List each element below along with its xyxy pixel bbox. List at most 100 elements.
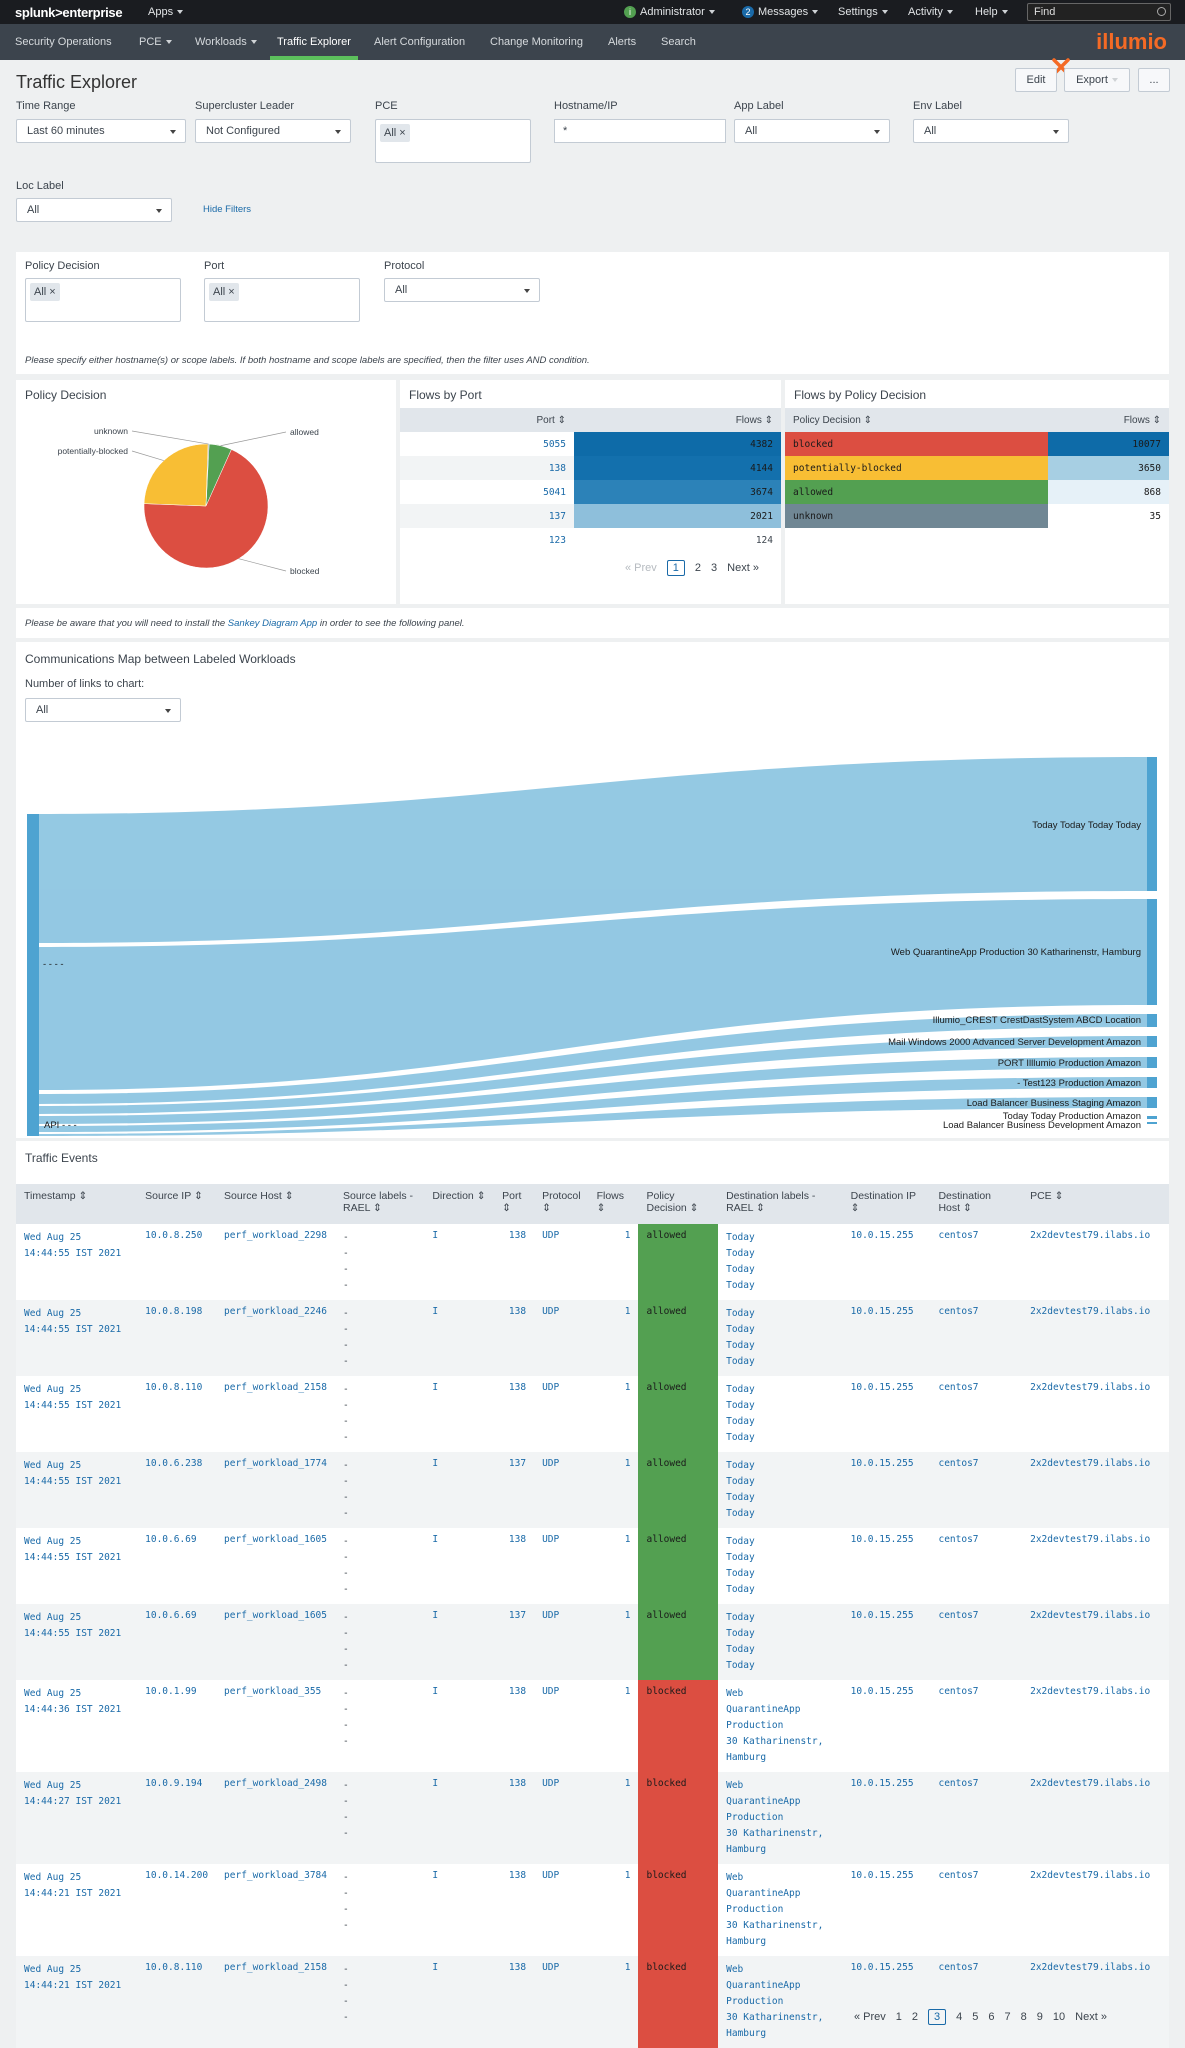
sankey-source-node[interactable] [27, 814, 39, 1136]
nav-search[interactable]: Search [661, 36, 696, 48]
loc-label-select[interactable]: All [16, 198, 172, 222]
pce-cell[interactable]: 2x2devtest79.ilabs.io [1022, 1300, 1169, 1376]
destination-host-cell[interactable]: centos7 [930, 1956, 1023, 2048]
sankey-target-node[interactable] [1147, 1097, 1157, 1108]
pager-page-2[interactable]: 2 [694, 562, 702, 574]
timestamp-cell[interactable]: Wed Aug 25 14:44:36 IST 2021 [16, 1680, 138, 1772]
more-button[interactable]: ... [1138, 68, 1170, 92]
policy-decision-cell[interactable]: blocked [638, 1864, 719, 1956]
column-header[interactable]: Policy Decision ⇕ [638, 1184, 719, 1224]
source-labels-cell[interactable]: ---- [335, 1376, 425, 1452]
pager-page-10[interactable]: 10 [1052, 2011, 1066, 2023]
pce-cell[interactable]: 2x2devtest79.ilabs.io [1022, 1528, 1169, 1604]
port-column-header[interactable]: Port ⇕ [400, 408, 574, 432]
source-ip-cell[interactable]: 10.0.14.200 [137, 1864, 217, 1956]
flows-cell[interactable]: 1 [588, 1864, 639, 1956]
destination-ip-cell[interactable]: 10.0.15.255 [842, 1604, 931, 1680]
direction-cell[interactable]: I [424, 1772, 495, 1864]
port-cell[interactable]: 138 [494, 1864, 535, 1956]
apps-menu[interactable]: Apps [148, 6, 183, 18]
source-labels-cell[interactable]: ---- [335, 1680, 425, 1772]
sankey-target-node[interactable] [1147, 1036, 1157, 1047]
direction-cell[interactable]: I [424, 1604, 495, 1680]
policy-decision-chip[interactable]: All × [30, 283, 60, 301]
source-ip-cell[interactable]: 10.0.9.194 [137, 1772, 217, 1864]
flows-cell[interactable]: 1 [588, 1772, 639, 1864]
find-input[interactable]: Find [1027, 3, 1171, 21]
table-row[interactable]: Wed Aug 25 14:44:55 IST 2021 10.0.6.69 perf… [16, 1604, 1169, 1680]
pager-page-6[interactable]: 6 [988, 2011, 995, 2023]
timestamp-cell[interactable]: Wed Aug 25 14:44:55 IST 2021 [16, 1376, 138, 1452]
nav-workloads[interactable]: Workloads [195, 36, 257, 48]
destination-labels-cell[interactable]: Today Today Today Today [718, 1376, 843, 1452]
table-row[interactable]: 137 2021 [400, 504, 781, 528]
table-row[interactable]: blocked 10077 [785, 432, 1169, 456]
direction-cell[interactable]: I [424, 1680, 495, 1772]
destination-ip-cell[interactable]: 10.0.15.255 [842, 1224, 931, 1300]
protocol-cell[interactable]: UDP [534, 1680, 589, 1772]
close-icon[interactable]: × [399, 127, 406, 139]
source-labels-cell[interactable]: ---- [335, 1864, 425, 1956]
settings-menu[interactable]: Settings [838, 6, 888, 18]
close-icon[interactable]: × [228, 286, 235, 298]
messages-menu[interactable]: 2 Messages [742, 6, 818, 19]
flows-cell[interactable]: 1 [588, 1604, 639, 1680]
source-host-cell[interactable]: perf_workload_3784 [216, 1864, 335, 1956]
pager-page-5[interactable]: 5 [972, 2011, 979, 2023]
pager-page-2[interactable]: 2 [911, 2011, 919, 2023]
direction-cell[interactable]: I [424, 1376, 495, 1452]
destination-host-cell[interactable]: centos7 [930, 1680, 1023, 1772]
splunk-logo[interactable]: splunk>enterprise [15, 5, 123, 20]
pce-cell[interactable]: 2x2devtest79.ilabs.io [1022, 1956, 1169, 2048]
column-header[interactable]: PCE ⇕ [1022, 1184, 1169, 1224]
source-host-cell[interactable]: perf_workload_1774 [216, 1452, 335, 1528]
table-row[interactable]: 5041 3674 [400, 480, 781, 504]
policy-decision-cell[interactable]: allowed [785, 480, 1048, 504]
pce-cell[interactable]: 2x2devtest79.ilabs.io [1022, 1376, 1169, 1452]
destination-host-cell[interactable]: centos7 [930, 1452, 1023, 1528]
destination-labels-cell[interactable]: Today Today Today Today [718, 1528, 843, 1604]
destination-ip-cell[interactable]: 10.0.15.255 [842, 1956, 931, 2048]
destination-ip-cell[interactable]: 10.0.15.255 [842, 1772, 931, 1864]
policy-decision-cell[interactable]: allowed [638, 1224, 719, 1300]
timestamp-cell[interactable]: Wed Aug 25 14:44:27 IST 2021 [16, 1772, 138, 1864]
source-ip-cell[interactable]: 10.0.8.198 [137, 1300, 217, 1376]
links-count-select[interactable]: All [25, 698, 181, 722]
pager-page-7[interactable]: 7 [1004, 2011, 1011, 2023]
direction-cell[interactable]: I [424, 1528, 495, 1604]
timestamp-cell[interactable]: Wed Aug 25 14:44:55 IST 2021 [16, 1300, 138, 1376]
administrator-menu[interactable]: i Administrator [624, 6, 715, 19]
port-cell[interactable]: 138 [494, 1956, 535, 2048]
sankey-target-node[interactable] [1147, 757, 1157, 891]
source-ip-cell[interactable]: 10.0.8.110 [137, 1376, 217, 1452]
destination-host-cell[interactable]: centos7 [930, 1224, 1023, 1300]
column-header[interactable]: Source labels - RAEL ⇕ [335, 1184, 425, 1224]
pce-chip[interactable]: All × [380, 124, 410, 142]
table-row[interactable]: Wed Aug 25 14:44:55 IST 2021 10.0.8.198 per… [16, 1300, 1169, 1376]
table-row[interactable]: Wed Aug 25 14:44:27 IST 2021 10.0.9.194 per… [16, 1772, 1169, 1864]
sankey-app-link[interactable]: Sankey Diagram App [227, 618, 318, 629]
port-cell[interactable]: 137 [548, 510, 566, 522]
time-range-select[interactable]: Last 60 minutes [16, 119, 186, 143]
pie-slice-blocked[interactable] [143, 449, 269, 569]
app-label-select[interactable]: All [734, 119, 890, 143]
source-labels-cell[interactable]: ---- [335, 1224, 425, 1300]
edit-button[interactable]: Edit [1015, 68, 1057, 92]
hide-filters-link[interactable]: Hide Filters [203, 204, 252, 215]
pager-next[interactable]: Next » [1075, 2011, 1107, 2023]
pce-multiselect[interactable]: All × [375, 119, 531, 163]
port-chip[interactable]: All × [209, 283, 239, 301]
column-header[interactable]: Source Host ⇕ [216, 1184, 335, 1224]
source-host-cell[interactable]: perf_workload_2498 [216, 1772, 335, 1864]
sankey-target-node[interactable] [1147, 899, 1157, 1005]
source-labels-cell[interactable]: ---- [335, 1528, 425, 1604]
sankey-target-node[interactable] [1147, 1014, 1157, 1027]
timestamp-cell[interactable]: Wed Aug 25 14:44:55 IST 2021 [16, 1528, 138, 1604]
table-row[interactable]: 5055 4382 [400, 432, 781, 456]
source-host-cell[interactable]: perf_workload_2298 [216, 1224, 335, 1300]
timestamp-cell[interactable]: Wed Aug 25 14:44:55 IST 2021 [16, 1604, 138, 1680]
protocol-cell[interactable]: UDP [534, 1452, 589, 1528]
policy-decision-cell[interactable]: allowed [638, 1528, 719, 1604]
flows-cell[interactable]: 1 [588, 1224, 639, 1300]
table-row[interactable]: Wed Aug 25 14:44:55 IST 2021 10.0.6.238 per… [16, 1452, 1169, 1528]
